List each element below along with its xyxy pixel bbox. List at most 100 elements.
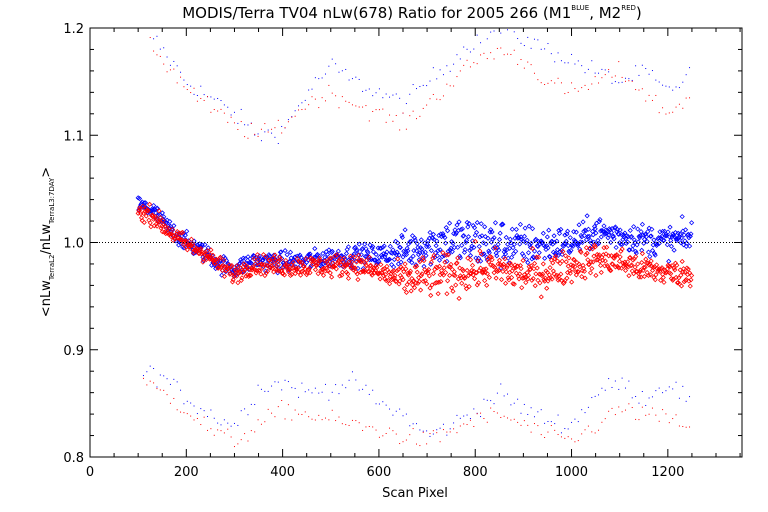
x-tick-label: 1000	[555, 465, 588, 480]
bound-dot	[166, 71, 168, 73]
data-point	[207, 256, 213, 262]
data-point	[482, 224, 488, 230]
data-point	[552, 250, 559, 256]
data-point	[452, 273, 458, 279]
data-point	[426, 273, 432, 279]
data-point	[538, 294, 544, 300]
bound-dot	[611, 386, 613, 388]
data-point	[169, 227, 176, 233]
bound-dot	[453, 63, 455, 65]
bound-dot	[426, 443, 428, 445]
data-point	[567, 268, 573, 274]
data-point	[486, 274, 492, 280]
data-point	[633, 248, 639, 254]
bound-dot	[527, 36, 529, 38]
data-point	[593, 230, 599, 236]
title-superscript-blue: BLUE	[571, 4, 589, 12]
data-point	[145, 207, 151, 213]
bound-dot	[517, 63, 519, 65]
bound-dot	[399, 408, 401, 410]
data-point	[457, 273, 463, 279]
bound-dot	[574, 88, 576, 90]
data-point	[444, 258, 450, 264]
data-point	[507, 236, 513, 242]
data-point	[331, 264, 337, 270]
bound-dot	[358, 78, 360, 80]
bound-dot	[557, 52, 559, 54]
bound-dot	[233, 422, 235, 424]
data-point	[565, 263, 571, 269]
bound-dot	[180, 389, 182, 391]
data-point	[519, 285, 525, 291]
bound-dot	[500, 417, 502, 419]
bound-dot	[254, 431, 256, 433]
data-point	[202, 242, 208, 248]
bound-dot	[169, 64, 171, 66]
data-point	[460, 268, 466, 274]
data-point	[581, 268, 588, 274]
bound-dot	[281, 400, 283, 402]
bound-dot	[658, 81, 660, 83]
data-point	[689, 220, 695, 226]
bound-dot	[621, 81, 623, 83]
bound-dot	[540, 48, 542, 50]
bound-dot	[422, 84, 424, 86]
bound-dot	[220, 424, 222, 426]
data-point	[214, 259, 220, 265]
data-point	[458, 226, 464, 233]
data-point	[503, 234, 509, 240]
data-point	[467, 270, 473, 277]
data-point	[181, 245, 187, 251]
bound-dot	[571, 438, 573, 440]
bound-dot	[648, 94, 650, 96]
bound-dot	[348, 79, 350, 81]
data-point	[407, 239, 413, 245]
data-point	[586, 233, 592, 239]
data-point	[571, 257, 577, 263]
data-point	[462, 275, 468, 281]
data-point	[312, 267, 319, 273]
data-point	[443, 240, 449, 246]
data-point	[416, 252, 422, 258]
data-point	[389, 269, 395, 275]
data-point	[506, 277, 512, 283]
bound-dot	[672, 388, 674, 390]
bound-dot	[598, 429, 600, 431]
bound-dot	[554, 423, 556, 425]
bound-dot	[601, 77, 603, 79]
data-point	[486, 248, 492, 254]
data-point	[373, 262, 379, 269]
bound-dot	[233, 446, 235, 448]
data-point	[536, 254, 542, 260]
bound-dot	[513, 402, 515, 404]
bound-dot	[672, 89, 674, 91]
data-point	[287, 272, 294, 279]
data-point	[385, 267, 391, 273]
bound-dot	[436, 432, 438, 434]
data-point	[440, 250, 446, 256]
data-point	[313, 262, 319, 268]
data-point	[451, 272, 457, 278]
bound-dot	[196, 413, 198, 415]
data-point	[683, 276, 689, 283]
data-point	[395, 267, 401, 273]
data-point	[678, 272, 684, 278]
bound-dot	[490, 400, 492, 402]
bound-dot	[550, 53, 552, 55]
data-point	[522, 225, 528, 231]
data-point	[404, 245, 410, 251]
bound-dot	[463, 415, 465, 417]
bound-dot	[635, 418, 637, 420]
data-point	[485, 235, 491, 241]
data-point	[436, 263, 443, 269]
bound-dot	[682, 385, 684, 387]
data-point	[639, 250, 645, 257]
data-point	[474, 229, 480, 235]
data-point	[583, 252, 589, 258]
bound-dot	[537, 411, 539, 413]
data-point	[617, 254, 623, 260]
data-point	[320, 250, 326, 257]
bound-dot	[429, 80, 431, 82]
data-point	[639, 221, 645, 227]
bound-dot	[314, 387, 316, 389]
